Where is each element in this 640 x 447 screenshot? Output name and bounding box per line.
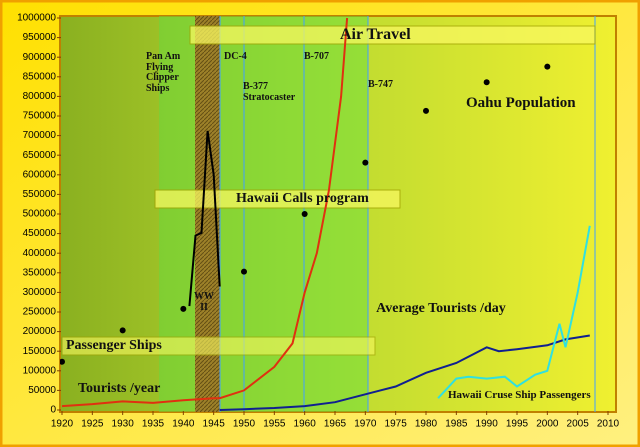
y-tick-label: 0 [50, 405, 56, 416]
marker [60, 358, 65, 365]
x-tick-label: 1975 [385, 419, 408, 430]
x-tick-label: 1935 [142, 419, 165, 430]
y-tick-label: 700000 [23, 130, 57, 141]
series-line [437, 225, 591, 399]
y-tick-label: 800000 [23, 91, 57, 102]
y-tick-label: 50000 [28, 385, 56, 396]
y-tick-label: 350000 [23, 267, 57, 278]
x-tick-label: 1925 [81, 419, 104, 430]
x-tick-label: 2010 [597, 419, 620, 430]
marker [483, 79, 490, 86]
ship-band [61, 336, 376, 356]
y-tick-label: 250000 [23, 307, 57, 318]
y-tick-label: 750000 [23, 111, 57, 122]
y-tick-label: 900000 [23, 52, 57, 63]
x-tick-label: 1990 [476, 419, 499, 430]
marker [362, 159, 369, 166]
x-tick-label: 1930 [112, 419, 135, 430]
x-tick-label: 1985 [445, 419, 468, 430]
y-tick-label: 400000 [23, 248, 57, 259]
series-label: Hawaii Cruse Ship Passengers [448, 389, 591, 401]
marker [119, 327, 126, 334]
x-tick-label: 1965 [324, 419, 347, 430]
marker [241, 268, 247, 275]
x-tick-label: 1955 [263, 419, 286, 430]
y-tick-label: 100000 [23, 365, 57, 376]
annotation: Air Travel [340, 26, 411, 43]
marker [544, 63, 551, 70]
marker [180, 305, 187, 312]
x-tick-label: 1960 [294, 419, 317, 430]
x-tick-label: 1995 [506, 419, 529, 430]
y-tick-label: 650000 [23, 150, 57, 161]
y-tick-label: 500000 [23, 209, 57, 220]
annotation: B-707 [304, 51, 329, 62]
y-tick-label: 550000 [23, 189, 57, 200]
radio-band [154, 189, 401, 209]
x-tick-label: 2005 [567, 419, 590, 430]
y-tick-label: 300000 [23, 287, 57, 298]
x-tick-label: 1970 [354, 419, 377, 430]
annotation: Pan Am Flying Clipper Ships [146, 51, 181, 94]
y-tick-label: 450000 [23, 228, 57, 239]
annotation: Hawaii Calls program [236, 191, 369, 206]
x-tick-label: 1950 [233, 419, 256, 430]
y-tick-label: 850000 [23, 71, 57, 82]
marker [301, 211, 308, 217]
x-tick-label: 1945 [203, 419, 226, 430]
series-line [219, 334, 590, 411]
series-line [61, 17, 349, 408]
x-tick-label: 1980 [415, 419, 438, 430]
series-label: Tourists /year [78, 381, 161, 396]
y-tick-label: 1000000 [17, 13, 56, 24]
series-label: Oahu Population [466, 95, 576, 111]
annotation: DC-4 [224, 51, 247, 62]
y-tick-label: 150000 [23, 346, 57, 357]
x-tick-label: 1940 [172, 419, 195, 430]
x-tick-label: 1920 [51, 419, 74, 430]
annotation: Passenger Ships [66, 338, 162, 353]
x-tick-label: 2000 [536, 419, 559, 430]
marker [423, 107, 429, 114]
series-label: WW II [194, 291, 214, 313]
y-tick-label: 950000 [23, 32, 57, 43]
air-band [189, 25, 596, 45]
series-line [188, 130, 221, 307]
y-tick-label: 200000 [23, 326, 57, 337]
series-label: Average Tourists /day [376, 301, 506, 316]
annotation: B-747 [368, 79, 393, 90]
annotation: B-377 Stratocaster [243, 81, 296, 103]
y-tick-label: 600000 [23, 169, 57, 180]
